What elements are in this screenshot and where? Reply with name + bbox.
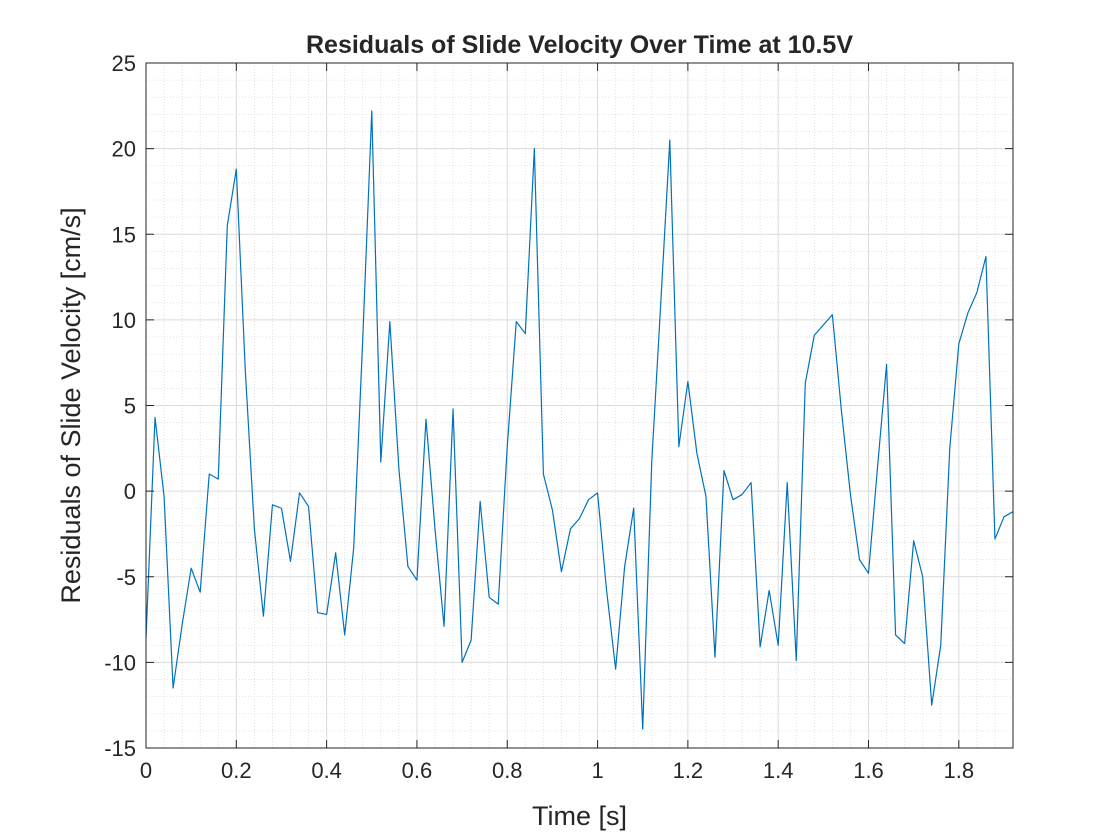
y-tick-label: 20 (112, 137, 136, 162)
x-tick-label: 0.2 (221, 758, 252, 783)
y-tick-label: 0 (124, 479, 136, 504)
x-axis: 0 0.2 0.4 0.6 0.8 1 1.2 1.4 1.6 1.8 (140, 63, 974, 783)
x-tick-label: 1.4 (763, 758, 794, 783)
y-tick-label: -10 (104, 650, 136, 675)
y-tick-label: 10 (112, 308, 136, 333)
x-tick-label: 1.2 (673, 758, 704, 783)
y-tick-label: -15 (104, 736, 136, 761)
x-tick-label: 0 (140, 758, 152, 783)
y-axis: -15 -10 -5 0 5 10 15 20 25 (104, 51, 1013, 761)
series-line (145, 110, 1014, 730)
y-tick-label: 25 (112, 51, 136, 76)
y-axis-label: Residuals of Slide Velocity [cm/s] (56, 207, 86, 603)
y-tick-label: 5 (124, 394, 136, 419)
x-axis-label: Time [s] (532, 801, 627, 831)
x-tick-label: 0.4 (311, 758, 342, 783)
data-series (145, 110, 1014, 730)
chart-title: Residuals of Slide Velocity Over Time at… (306, 31, 853, 59)
x-tick-label: 0.6 (402, 758, 433, 783)
x-tick-label: 1.8 (944, 758, 975, 783)
x-tick-label: 1 (591, 758, 603, 783)
x-tick-label: 0.8 (492, 758, 523, 783)
y-tick-label: 15 (112, 222, 136, 247)
x-tick-label: 1.6 (853, 758, 884, 783)
y-tick-label: -5 (116, 565, 136, 590)
